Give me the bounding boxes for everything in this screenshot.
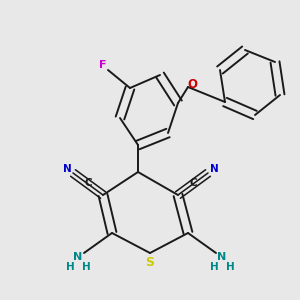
Text: O: O bbox=[187, 77, 197, 91]
Text: H: H bbox=[210, 262, 218, 272]
Text: H: H bbox=[82, 262, 90, 272]
Text: N: N bbox=[74, 252, 82, 262]
Text: C: C bbox=[84, 178, 92, 188]
Text: N: N bbox=[210, 164, 218, 174]
Text: C: C bbox=[189, 178, 197, 188]
Text: H: H bbox=[226, 262, 234, 272]
Text: N: N bbox=[218, 252, 226, 262]
Text: H: H bbox=[66, 262, 74, 272]
Text: F: F bbox=[99, 60, 107, 70]
Text: N: N bbox=[63, 164, 71, 174]
Text: S: S bbox=[146, 256, 154, 269]
